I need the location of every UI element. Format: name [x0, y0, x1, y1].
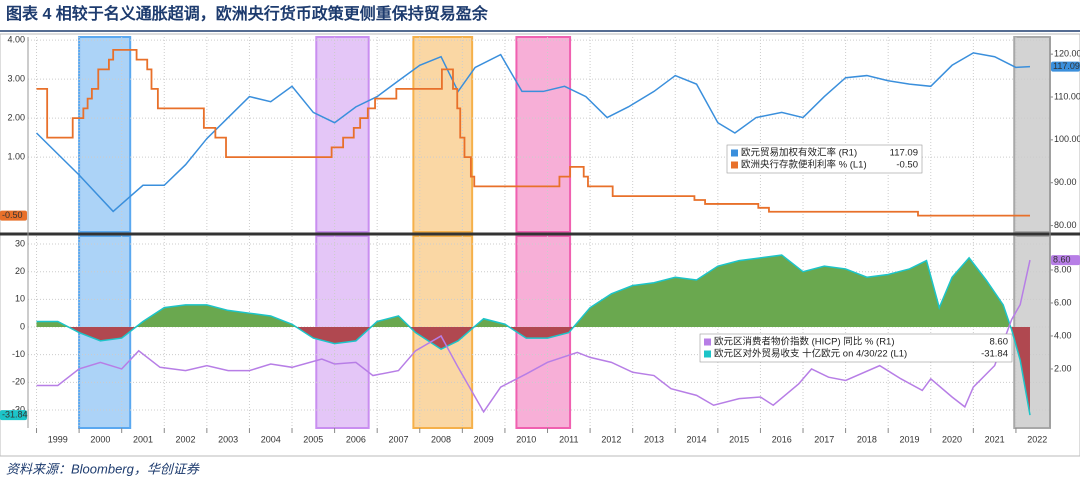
last-value-badge [1051, 255, 1080, 266]
legend-box [699, 333, 1013, 363]
chart-layer: 4.00 3.00 2.00 1.00 120.00 110.00 100.00 90.00 8… [0, 34, 1080, 444]
x-tick-label: 2009 [474, 434, 494, 444]
x-tick-label: 2017 [814, 434, 834, 444]
x-tick-label: 2004 [261, 434, 281, 444]
highlight-band [515, 36, 572, 233]
x-tick-label: 2010 [516, 434, 536, 444]
y-tick-label: 10 [15, 294, 25, 304]
y-tick-label: -20 [12, 377, 25, 387]
y2-tick-label: 8.00 [1054, 264, 1072, 274]
x-tick-label: 2022 [1027, 434, 1047, 444]
highlight-band [315, 36, 370, 233]
highlight-band [1013, 36, 1051, 233]
legend-swatch [704, 350, 711, 358]
trade-area [36, 255, 1030, 416]
x-tick-label: 2020 [942, 434, 962, 444]
y2-tick-label: 90.00 [1054, 177, 1077, 187]
last-value-badge [0, 210, 27, 221]
y-tick-label: 30 [15, 238, 25, 248]
legend-label: 欧洲央行存款便利利率 % (L1) [741, 159, 867, 171]
x-tick-label: 2021 [985, 434, 1005, 444]
x-tick-label: 2007 [388, 434, 408, 444]
legend-swatch [731, 149, 738, 157]
last-value-label: 117.09 [1053, 61, 1080, 71]
x-tick-label: 2013 [644, 434, 664, 444]
y2-tick-label: 6.00 [1054, 297, 1072, 307]
legend-swatch [704, 338, 711, 346]
y-tick-label: 4.00 [7, 34, 25, 44]
highlight-band [412, 36, 474, 233]
source-note: 资料来源：Bloomberg，华创证券 [6, 461, 200, 476]
x-tick-label: 2016 [772, 434, 792, 444]
legend-value: -0.50 [896, 160, 918, 171]
y-tick-label: -10 [12, 349, 25, 359]
series-line [35, 52, 1031, 213]
last-value-label: -31.84 [2, 409, 28, 419]
y2-tick-label: 100.00 [1054, 134, 1080, 144]
x-tick-label: 1999 [48, 434, 68, 444]
series-line [36, 254, 1031, 416]
legend-label: 欧元区消费者物价指数 (HICP) 同比 % (R1) [714, 336, 895, 348]
x-tick-label: 2003 [218, 434, 238, 444]
x-tick-label: 2015 [729, 434, 749, 444]
x-tick-label: 2000 [90, 434, 110, 444]
figure-title: 图表 4 相较于名义通胀超调，欧洲央行货币政策更侧重保持贸易盈余 [6, 4, 489, 23]
y-tick-label: 2.00 [7, 112, 25, 122]
x-tick-label: 2012 [601, 434, 621, 444]
y2-tick-label: 80.00 [1054, 220, 1077, 230]
y2-tick-label: 4.00 [1054, 330, 1072, 340]
legend-value: 8.60 [990, 337, 1009, 348]
legend-label: 欧元区对外贸易收支 十亿欧元 on 4/30/22 (L1) [714, 348, 907, 360]
y2-tick-label: 2.00 [1054, 363, 1072, 373]
y-tick-label: -30 [12, 404, 25, 414]
y2-tick-label: 120.00 [1054, 49, 1080, 59]
x-tick-label: 2011 [559, 434, 578, 444]
legend-swatch [731, 161, 738, 169]
x-tick-label: 2018 [857, 434, 877, 444]
y-tick-label: 20 [15, 266, 25, 276]
legend-value: -31.84 [981, 349, 1008, 360]
series-line [36, 48, 1030, 217]
legend-value: 117.09 [890, 148, 918, 159]
last-value-badge [1051, 61, 1080, 72]
x-tick-label: 2005 [303, 434, 323, 444]
y-tick-label: 0 [20, 321, 25, 331]
series-line [36, 259, 1031, 414]
legend-box [726, 144, 923, 174]
legend-label: 欧元贸易加权有效汇率 (R1) [741, 147, 857, 159]
last-value-badge [0, 410, 27, 421]
y2-tick-label: 110.00 [1054, 91, 1080, 101]
x-tick-label: 2006 [346, 434, 366, 444]
x-tick-label: 2019 [899, 434, 919, 444]
x-tick-label: 2014 [687, 434, 707, 444]
x-tick-label: 2002 [176, 434, 196, 444]
y-tick-label: 3.00 [7, 73, 25, 83]
x-tick-label: 2008 [431, 434, 451, 444]
last-value-label: -0.50 [2, 210, 23, 220]
y-tick-label: 1.00 [7, 151, 25, 161]
last-value-label: 8.60 [1053, 254, 1071, 264]
x-tick-label: 2001 [133, 434, 153, 444]
